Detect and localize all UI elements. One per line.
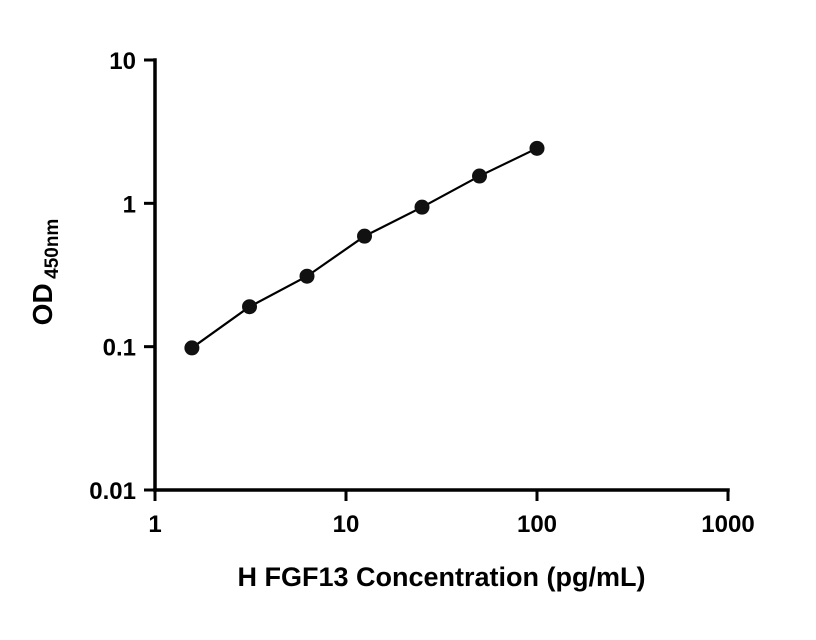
y-axis-label: OD 450nm <box>27 219 63 326</box>
data-point <box>184 340 200 356</box>
x-tick-label: 1 <box>148 511 161 538</box>
y-axis-label-main: OD <box>27 283 58 325</box>
data-point <box>242 299 258 315</box>
data-point <box>472 168 488 184</box>
x-axis-ticks: 1 10 100 1000 <box>148 490 755 538</box>
svg-text:OD 450nm: OD 450nm <box>27 219 63 326</box>
y-tick-label: 0.1 <box>103 335 136 362</box>
x-tick-label: 10 <box>333 511 360 538</box>
axes <box>153 58 730 492</box>
data-point <box>299 268 315 284</box>
data-point <box>414 199 430 215</box>
x-axis-label: H FGF13 Concentration (pg/mL) <box>238 562 646 592</box>
data-point <box>529 140 545 156</box>
y-tick-label: 1 <box>123 191 136 218</box>
data-series <box>184 140 545 356</box>
y-axis-ticks: 0.01 0.1 1 10 <box>89 48 155 505</box>
y-tick-label: 10 <box>109 48 136 75</box>
x-tick-label: 1000 <box>701 511 754 538</box>
x-tick-label: 100 <box>517 511 557 538</box>
y-tick-label: 0.01 <box>89 478 136 505</box>
y-axis-label-subscript: 450nm <box>42 219 63 279</box>
data-point <box>357 228 373 244</box>
